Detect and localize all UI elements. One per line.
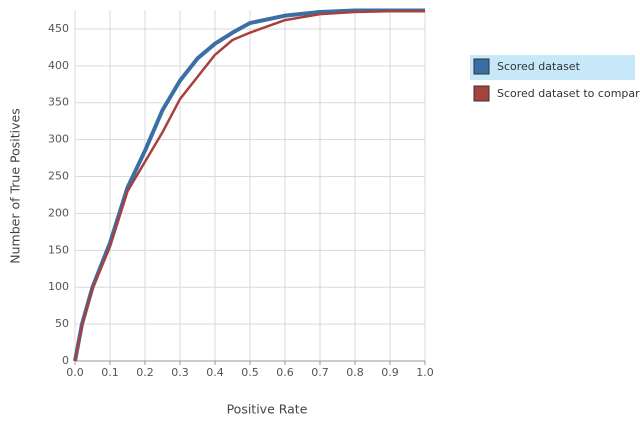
y-tick-label: 150 [48, 243, 69, 256]
x-tick-label: 0.9 [381, 366, 399, 379]
y-axis-title: Number of True Positives [8, 108, 23, 263]
x-tick-label: 1.0 [416, 366, 434, 379]
x-tick-label: 0.1 [101, 366, 119, 379]
legend-swatch [473, 58, 490, 75]
y-tick-label: 450 [48, 22, 69, 35]
x-axis-title: Positive Rate [227, 402, 308, 417]
y-tick-label: 300 [48, 133, 69, 146]
legend-label: Scored dataset to compare [497, 87, 640, 100]
legend-label: Scored dataset [497, 60, 581, 73]
x-tick-label: 0.3 [171, 366, 189, 379]
x-tick-label: 0.7 [311, 366, 329, 379]
legend-highlight [470, 55, 635, 80]
legend-swatch [473, 85, 490, 102]
x-tick-label: 0.5 [241, 366, 259, 379]
y-tick-label: 250 [48, 170, 69, 183]
y-tick-label: 100 [48, 280, 69, 293]
y-tick-label: 350 [48, 96, 69, 109]
x-tick-label: 0.8 [346, 366, 364, 379]
y-tick-label: 400 [48, 59, 69, 72]
y-tick-label: 50 [55, 317, 69, 330]
x-tick-label: 0.2 [136, 366, 154, 379]
x-tick-label: 0.4 [206, 366, 224, 379]
x-tick-label: 0.0 [66, 366, 84, 379]
x-tick-label: 0.6 [276, 366, 294, 379]
series-line [73, 9, 425, 362]
y-tick-label: 0 [62, 354, 69, 367]
y-tick-label: 200 [48, 206, 69, 219]
